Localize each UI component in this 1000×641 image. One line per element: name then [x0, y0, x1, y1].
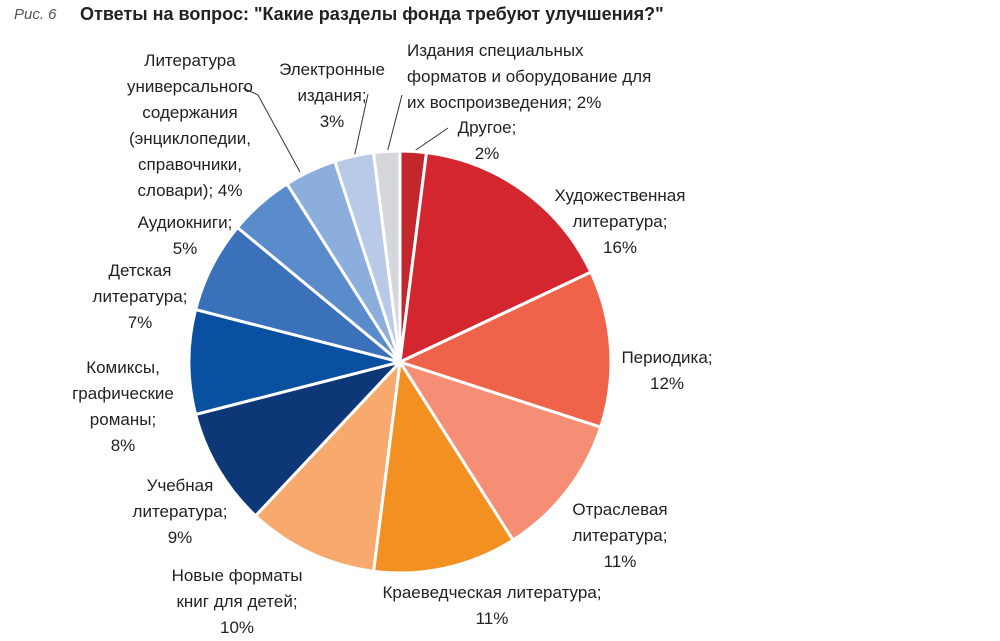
category-label: Краеведческая литература;: [382, 583, 602, 602]
value-label: 16%: [602, 238, 638, 257]
slice-label: Издания специальных форматов и оборудова…: [407, 38, 657, 116]
value-label: 11%: [475, 609, 509, 628]
slice-label: Аудиокниги; 5%: [130, 210, 240, 262]
pie-slice: [187, 308, 402, 416]
category-label: Комиксы, графические романы;: [72, 358, 174, 429]
pie-slice: [254, 360, 402, 573]
chart-title: Ответы на вопрос: "Какие разделы фонда т…: [80, 4, 664, 24]
value-label: 8%: [110, 436, 136, 455]
leader-line: [412, 127, 449, 153]
value-label: 11%: [603, 552, 637, 571]
slice-label: Детская литература; 7%: [85, 258, 195, 336]
category-label: Другое;: [457, 118, 517, 137]
slice-label: Литература универсального содержания (эн…: [115, 48, 265, 204]
slice-label: Другое; 2%: [447, 115, 527, 167]
category-label: Электронные издания;: [279, 60, 385, 105]
value-label: 12%: [649, 374, 685, 393]
figure-label: Рис. 6: [14, 6, 57, 23]
pie-slice: [194, 360, 402, 518]
slice-label: Отраслевая литература; 11%: [560, 497, 680, 575]
value-label: 3%: [319, 112, 345, 131]
value-label: 9%: [167, 528, 193, 547]
value-label: 2%: [576, 93, 602, 112]
category-label: Литература универсального содержания (эн…: [127, 51, 253, 200]
value-label: 2%: [474, 144, 500, 163]
pie-slice: [372, 149, 402, 364]
pie-slice: [372, 360, 515, 575]
category-label: Новые форматы книг для детей;: [171, 566, 303, 611]
slice-label: Периодика; 12%: [607, 345, 727, 397]
leader-line: [353, 93, 369, 159]
leader-line: [242, 87, 301, 173]
category-label: Отраслевая литература;: [572, 500, 668, 545]
slice-label: Художественная литература; 16%: [538, 183, 702, 261]
category-label: Учебная литература;: [132, 476, 228, 521]
category-label: Художественная литература;: [554, 186, 686, 231]
slice-label: Краеведческая литература; 11%: [362, 580, 622, 632]
slice-label: Учебная литература; 9%: [125, 473, 235, 551]
category-label: Периодика;: [621, 348, 713, 367]
category-label: Издания специальных форматов и оборудова…: [407, 41, 652, 112]
leader-lines: [242, 87, 449, 173]
pie-slice: [398, 270, 613, 429]
pie-slice: [398, 360, 603, 542]
value-label: 5%: [172, 239, 198, 258]
pie-slice: [398, 151, 593, 364]
slice-label: Комиксы, графические романы; 8%: [58, 355, 188, 459]
slice-label: Электронные издания; 3%: [272, 57, 392, 135]
leader-line: [386, 94, 403, 154]
value-label: 10%: [219, 618, 255, 637]
category-label: Аудиокниги;: [137, 213, 233, 232]
slice-label: Новые форматы книг для детей; 10%: [157, 563, 317, 641]
value-label: 7%: [127, 313, 153, 332]
category-label: Детская литература;: [92, 261, 188, 306]
value-label: 4%: [217, 181, 243, 200]
